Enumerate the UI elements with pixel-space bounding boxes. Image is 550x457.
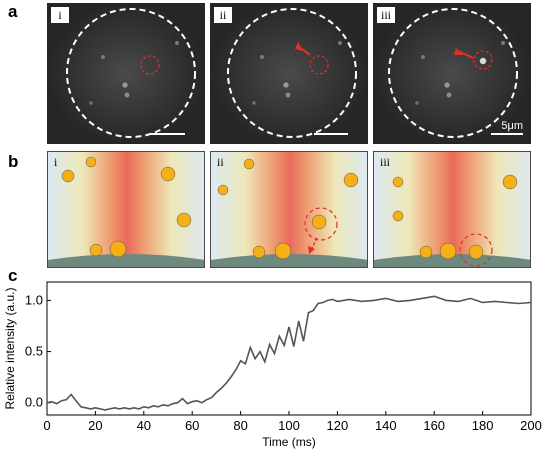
y-tick-label: 0.5 (25, 344, 43, 359)
scale-bar-label: 5μm (501, 120, 523, 132)
micrograph-iii: iii 5μm (373, 3, 531, 144)
dashed-circle (388, 8, 518, 138)
x-tick-label: 180 (472, 418, 494, 433)
x-tick-label: 0 (43, 418, 50, 433)
x-tick-label: 100 (278, 418, 300, 433)
panel-a-label: a (8, 2, 18, 21)
dashed-circle (66, 8, 196, 138)
x-tick-label: 200 (520, 418, 542, 433)
schematic-ii: ii (210, 151, 368, 268)
x-tick-label: 40 (137, 418, 151, 433)
y-tick-label: 1.0 (25, 292, 43, 307)
micrograph-i: i (47, 3, 205, 144)
schematic-i: i (47, 151, 205, 268)
subpanel-label: i (54, 155, 58, 169)
panel-b-label: b (8, 152, 19, 171)
subpanel-label: i (51, 7, 69, 23)
scale-bar (491, 133, 523, 135)
target-circle (304, 207, 338, 241)
micrograph-iii-image (373, 3, 531, 144)
subpanel-label: iii (377, 7, 395, 23)
tick-labels: 0 20 40 60 80 100 120 140 160 180 200 0.0 0.5 1.0 (25, 292, 542, 433)
micrograph-i-image (47, 3, 205, 144)
micrograph-ii: ii (210, 3, 368, 144)
series-line (46, 295, 532, 411)
panel-c-label: c (8, 266, 18, 285)
x-tick-label: 60 (185, 418, 199, 433)
subpanel-label: ii (217, 155, 224, 169)
intensity-chart: 0 20 40 60 80 100 120 140 160 180 200 0.0 0.5 1.0 Tim… (3, 281, 542, 449)
x-tick-label: 120 (327, 418, 349, 433)
dashed-circle (227, 8, 357, 138)
x-tick-label: 80 (233, 418, 247, 433)
subpanel-label: ii (214, 7, 232, 23)
axis-ticks (46, 299, 532, 415)
target-circle (459, 233, 493, 267)
x-tick-label: 20 (88, 418, 102, 433)
substrate-surface (48, 254, 204, 267)
schematic-iii-drawing (374, 152, 530, 267)
substrate-surface (211, 254, 367, 267)
target-circle (473, 50, 493, 70)
x-tick-label: 140 (375, 418, 397, 433)
x-axis-label: Time (ms) (262, 435, 316, 449)
schematic-i-drawing (48, 152, 204, 267)
x-tick-label: 160 (423, 418, 445, 433)
y-tick-label: 0.0 (25, 395, 43, 410)
scale-bar (151, 133, 185, 135)
substrate-surface (374, 254, 530, 267)
target-circle (140, 55, 160, 75)
schematic-ii-drawing (211, 152, 367, 267)
subpanel-label: iii (380, 155, 391, 169)
schematic-iii: iii (373, 151, 531, 268)
motion-arrow (457, 50, 474, 59)
target-circle (309, 55, 329, 75)
scale-bar (314, 133, 348, 135)
micrograph-ii-image (210, 3, 368, 144)
y-axis-label: Relative intensity (a.u.) (3, 287, 17, 409)
